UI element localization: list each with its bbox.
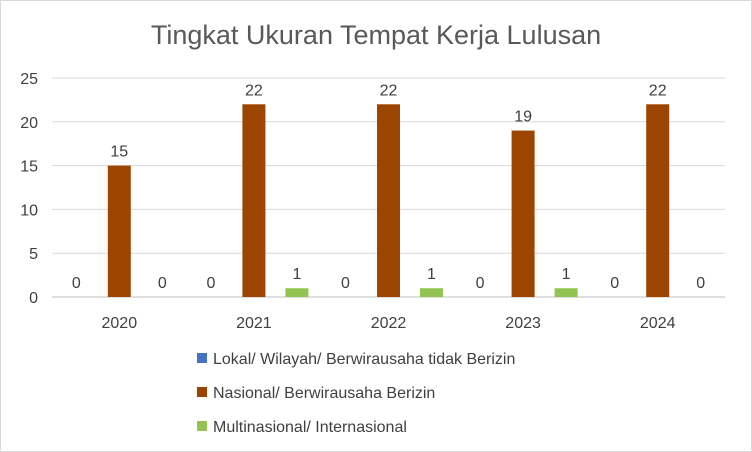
data-label: 0 <box>476 275 485 292</box>
x-tick-label: 2022 <box>371 315 407 332</box>
data-label: 1 <box>427 266 436 283</box>
data-labels: 0 15 0 0 22 1 0 22 1 0 19 1 0 22 0 <box>72 82 705 292</box>
bar <box>285 288 309 297</box>
data-label: 22 <box>245 82 263 99</box>
data-label: 19 <box>514 109 532 126</box>
data-label: 1 <box>292 266 301 283</box>
bar <box>107 165 131 297</box>
y-tick-label: 0 <box>29 290 38 307</box>
data-label: 0 <box>341 275 350 292</box>
x-tick-label: 2020 <box>102 315 138 332</box>
data-label: 0 <box>696 275 705 292</box>
data-label: 1 <box>562 266 571 283</box>
y-tick-label: 15 <box>20 159 38 176</box>
bar <box>420 288 443 297</box>
x-tick-label: 2021 <box>236 315 272 332</box>
y-tick-label: 5 <box>29 246 38 263</box>
bar <box>554 288 578 297</box>
legend-swatch <box>197 421 207 431</box>
legend-label: Multinasional/ Internasional <box>213 419 407 436</box>
legend-label: Nasional/ Berwirausaha Berizin <box>213 385 435 402</box>
data-label: 15 <box>110 144 128 161</box>
y-tick-label: 25 <box>20 71 38 88</box>
x-tick-label: 2023 <box>505 315 541 332</box>
x-tick-label: 2024 <box>640 315 676 332</box>
legend-swatch <box>197 387 207 397</box>
bar <box>646 104 670 297</box>
y-tick-label: 20 <box>20 115 38 132</box>
data-label: 0 <box>610 275 619 292</box>
data-label: 22 <box>380 82 398 99</box>
bar <box>377 104 400 297</box>
x-axis-ticks: 2020 2021 2022 2023 2024 <box>102 315 676 332</box>
bar <box>242 104 266 297</box>
data-label: 0 <box>72 275 81 292</box>
legend-swatch <box>197 353 207 363</box>
data-label: 0 <box>206 275 215 292</box>
chart-title: Tingkat Ukuran Tempat Kerja Lulusan <box>151 20 601 50</box>
legend: Lokal/ Wilayah/ Berwirausaha tidak Beriz… <box>197 351 515 436</box>
legend-label: Lokal/ Wilayah/ Berwirausaha tidak Beriz… <box>213 351 515 368</box>
data-label: 0 <box>158 275 167 292</box>
y-axis-ticks: 0 5 10 15 20 25 <box>20 71 38 307</box>
bars <box>107 104 670 297</box>
y-tick-label: 10 <box>20 202 38 219</box>
bar <box>511 130 535 297</box>
data-label: 22 <box>649 82 667 99</box>
